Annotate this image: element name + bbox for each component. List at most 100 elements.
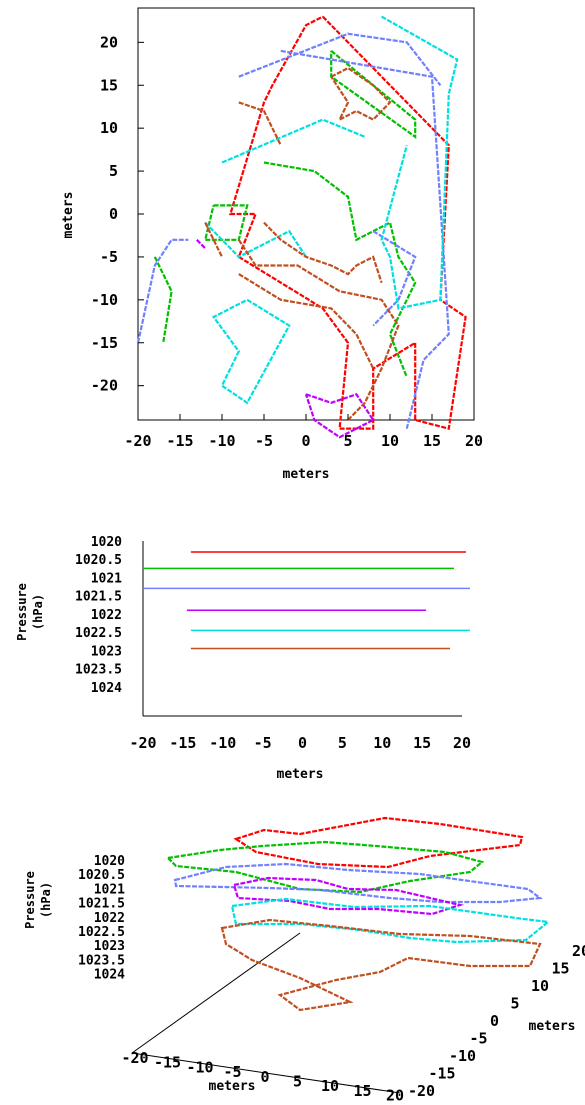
trajectory-20: [238, 101, 282, 146]
y-tick-label: 1022.5: [75, 626, 122, 641]
x-axis-title: meters: [209, 1079, 256, 1094]
trajectory-8: [372, 230, 417, 327]
z-axis-title-line: (hPa): [39, 882, 53, 918]
y-tick-label: 1021: [91, 571, 122, 586]
x-tick-label: 20: [465, 432, 483, 450]
y-tick-label: 1020.5: [75, 553, 122, 568]
y-tick-label: 0: [109, 205, 118, 223]
trajectory-3: [263, 161, 417, 378]
x-tick-label: -15: [169, 734, 196, 752]
pressure-vs-x-plot: -20 -15 -10 -5 0 5 10 15 20 1020 1020.5 1021 1021.5 1…: [15, 535, 471, 782]
y-axis-title: meters: [529, 1019, 576, 1034]
z-tick-label: 1021.5: [78, 897, 125, 912]
x-tick-label: -15: [154, 1054, 181, 1072]
z-tick-label: 1023.5: [78, 953, 125, 968]
trajectory-17: [263, 221, 383, 284]
z-tick-label: 1020: [94, 854, 125, 869]
plan-view-plot: -20 -15 -10 -5 0 5 10 15 20 20 15 10 5 0 -5 -10 -15 -20 me…: [61, 7, 483, 482]
x-tick-label: -20: [121, 1049, 148, 1067]
y-tick-label: 15: [552, 960, 570, 978]
x-tick-label: 15: [423, 432, 441, 450]
x-tick-label: -10: [186, 1058, 213, 1076]
y-tick-label: -20: [91, 377, 118, 395]
y-tick-label: 1022: [91, 608, 122, 623]
level-outline-5: [220, 918, 542, 1012]
x-tick-label: 10: [381, 432, 399, 450]
trajectory-1: [330, 50, 417, 139]
y-tick-label: 1021.5: [75, 590, 122, 605]
y-axis-line: [131, 932, 301, 1054]
x-tick-label: -20: [124, 432, 151, 450]
trajectory-9: [380, 15, 459, 310]
x-tick-label: 5: [293, 1073, 302, 1091]
y-tick-label: 20: [100, 33, 118, 51]
trajectory-10: [204, 221, 307, 259]
trajectory-16: [238, 273, 375, 369]
y-tick-label: 10: [100, 119, 118, 137]
x-tick-label: 10: [321, 1077, 339, 1095]
trajectory-15: [237, 239, 400, 421]
x-tick-label: -5: [254, 734, 272, 752]
y-tick-label: -10: [91, 291, 118, 309]
z-tick-label: 1021: [94, 882, 125, 897]
level-outline-2: [173, 862, 543, 904]
y-tick-label: 1024: [91, 681, 122, 696]
y-tick-label: 10: [531, 977, 549, 995]
trajectory-18: [330, 66, 392, 123]
trajectory-14: [196, 239, 206, 250]
y-axis-title: meters: [61, 192, 76, 239]
level-outline-4: [230, 897, 551, 944]
z-tick-label: 1022: [94, 911, 125, 926]
y-tick-label: 15: [100, 76, 118, 94]
x-tick-label: -5: [255, 432, 273, 450]
x-axis-title: meters: [277, 767, 324, 782]
z-tick-label: 1024: [94, 968, 125, 983]
x-tick-label: 20: [453, 734, 471, 752]
plot-frame: [137, 7, 475, 421]
x-tick-label: 10: [373, 734, 391, 752]
z-tick-label: 1020.5: [78, 868, 125, 883]
x-tick-label: -5: [223, 1063, 241, 1081]
trajectory-6: [238, 32, 442, 86]
trajectory-13: [304, 392, 375, 439]
3d-plot: 10201020.510211021.510221022.510231023.5…: [23, 816, 585, 1105]
y-tick-label: -5: [470, 1030, 488, 1048]
x-axis-line: [131, 1052, 401, 1094]
y-tick-label: 20: [572, 942, 585, 960]
x-tick-label: 20: [386, 1087, 404, 1101]
trajectory-4: [153, 256, 173, 343]
x-tick-label: -10: [208, 432, 235, 450]
trajectory-12: [221, 118, 366, 164]
trajectory-0: [228, 15, 467, 430]
z-tick-label: 1022.5: [78, 925, 125, 940]
z-tick-label: 1023: [94, 939, 125, 954]
x-tick-label: -10: [209, 734, 236, 752]
x-axis-title: meters: [283, 467, 330, 482]
y-tick-label: -20: [408, 1082, 435, 1100]
x-tick-label: 0: [260, 1068, 269, 1086]
trajectory-11: [211, 298, 291, 405]
x-tick-label: 0: [298, 734, 307, 752]
x-tick-label: 0: [301, 432, 310, 450]
y-tick-label: 1023: [91, 644, 122, 659]
trajectory-7: [136, 238, 189, 344]
level-outline-3: [232, 876, 465, 916]
x-tick-label: -20: [129, 734, 156, 752]
x-tick-label: 15: [413, 734, 431, 752]
y-tick-label: -10: [449, 1047, 476, 1065]
y-tick-label: -15: [429, 1065, 456, 1083]
y-tick-label: 0: [490, 1012, 499, 1030]
level-outline-1: [165, 840, 485, 894]
y-tick-label: 1020: [91, 535, 122, 550]
y-tick-label: -5: [100, 248, 118, 266]
x-tick-label: -15: [166, 432, 193, 450]
y-tick-label: -15: [91, 334, 118, 352]
y-tick-label: 5: [109, 162, 118, 180]
y-tick-label: 1023.5: [75, 663, 122, 678]
x-tick-label: 15: [353, 1082, 371, 1100]
z-axis-title-line: Pressure: [23, 871, 37, 929]
x-tick-label: 5: [338, 734, 347, 752]
y-tick-label: 5: [511, 995, 520, 1013]
